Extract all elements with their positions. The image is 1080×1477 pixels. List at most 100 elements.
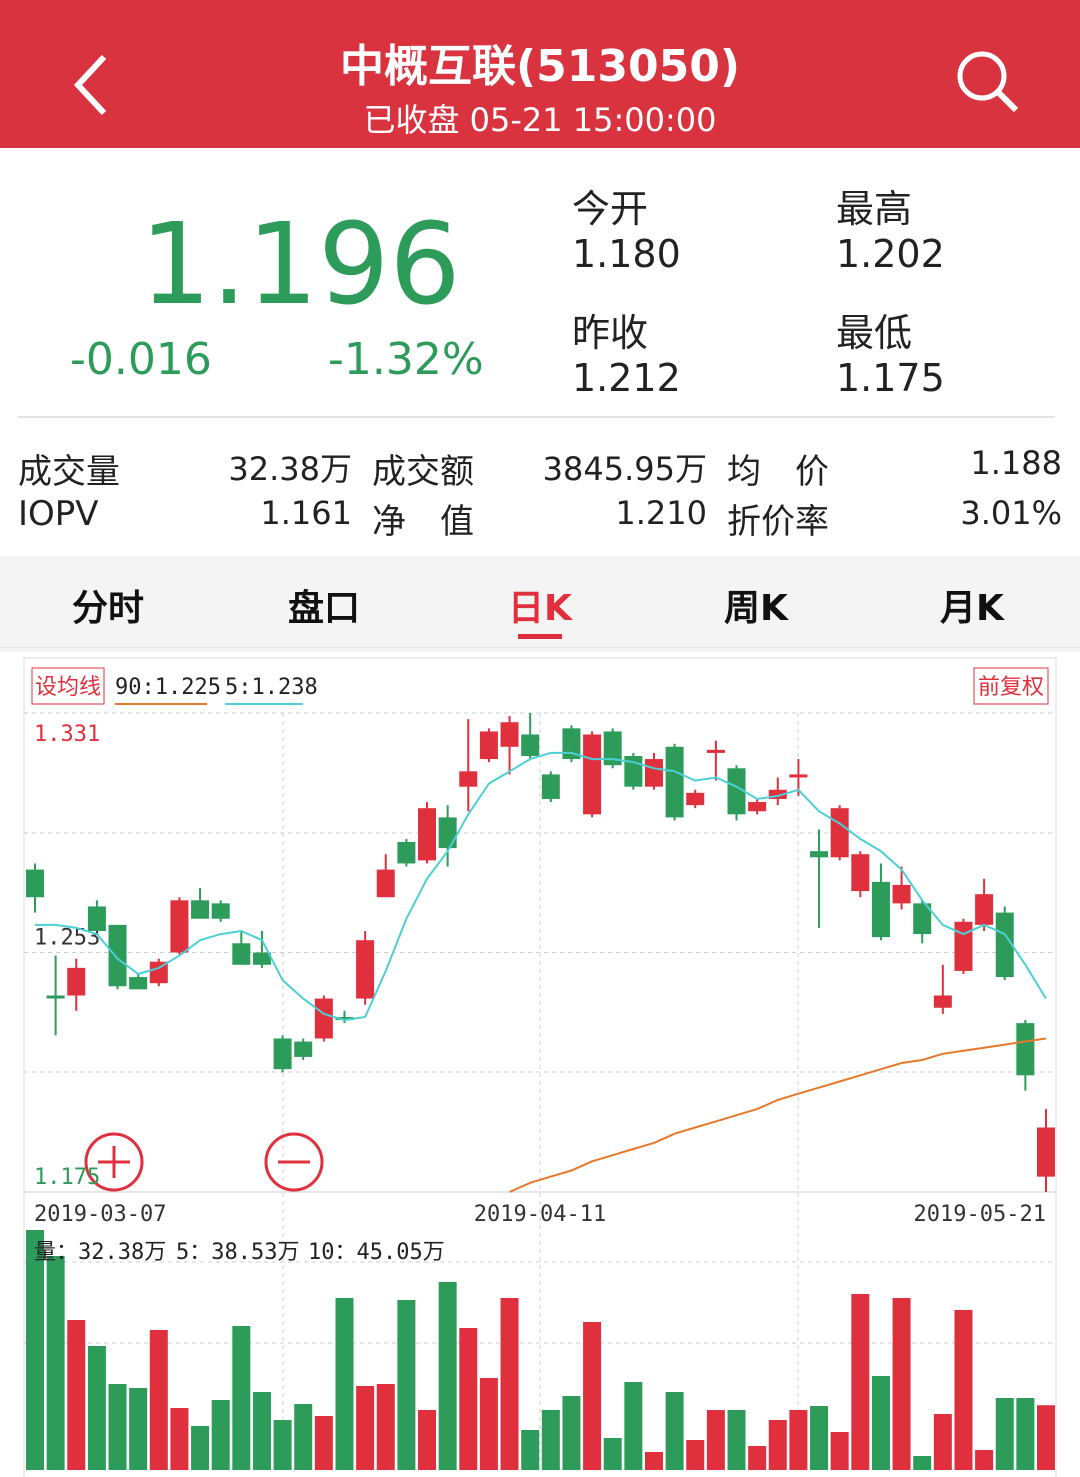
volume-bar xyxy=(87,1346,106,1470)
search-button[interactable] xyxy=(948,42,1028,122)
tab-active[interactable]: 日K xyxy=(508,588,572,629)
info-label: 净 值 xyxy=(372,502,474,542)
divider xyxy=(18,416,1055,418)
volume-bar xyxy=(975,1450,994,1470)
stat-value: 1.202 xyxy=(836,232,945,276)
candle-body xyxy=(644,759,663,787)
candle-body xyxy=(871,881,890,938)
volume-bar xyxy=(459,1328,478,1470)
volume-bar xyxy=(768,1420,787,1470)
tab[interactable]: 盘口 xyxy=(287,588,360,629)
zoom-out[interactable] xyxy=(264,1132,324,1192)
tab[interactable]: 分时 xyxy=(71,588,144,629)
candle-body xyxy=(789,774,808,778)
y-tick-label: 1.331 xyxy=(34,722,100,747)
volume-bar xyxy=(954,1310,973,1470)
zoom-out-circle xyxy=(264,1132,324,1192)
change: -0.016 xyxy=(70,334,212,385)
volume-bar xyxy=(500,1298,519,1470)
volume-legend: 10：45.05万 xyxy=(308,1240,445,1265)
stat-label: 今开 xyxy=(572,187,649,231)
candle-body xyxy=(583,734,602,815)
candle-body xyxy=(232,943,251,965)
zoom-in-icon xyxy=(98,1146,130,1178)
volume-bar xyxy=(129,1388,148,1470)
volume-bar xyxy=(376,1384,395,1470)
candle-body xyxy=(129,977,148,990)
volume-bar xyxy=(170,1408,189,1470)
candle-body xyxy=(149,961,168,984)
ma-button[interactable]: 设均线 xyxy=(35,675,101,700)
adjust-button-frame xyxy=(973,667,1049,705)
stat-label: 最低 xyxy=(836,311,913,355)
stat-value: 1.175 xyxy=(836,356,945,400)
volume-bar xyxy=(521,1430,540,1470)
stat-value: 1.180 xyxy=(572,232,681,276)
title: 中概互联(513050) xyxy=(340,41,740,92)
candle-body xyxy=(810,851,829,858)
stat-label: 昨收 xyxy=(572,311,649,355)
candle-body xyxy=(541,774,560,799)
candle-body xyxy=(108,924,127,987)
candle-body xyxy=(335,1016,354,1021)
info-label: IOPV xyxy=(18,494,99,534)
info-value: 32.38万 xyxy=(228,450,352,488)
candle-body xyxy=(1016,1023,1035,1076)
candle-body xyxy=(665,746,684,818)
price: 1.196 xyxy=(140,200,461,330)
ma-line xyxy=(509,1037,1047,1193)
volume-bar xyxy=(1037,1405,1055,1470)
volume-bar xyxy=(479,1378,498,1470)
volume-bar xyxy=(314,1416,333,1470)
volume-bar xyxy=(665,1392,684,1470)
candle-body xyxy=(603,731,622,766)
volume-bar xyxy=(418,1410,437,1470)
candle-body xyxy=(1037,1127,1055,1177)
candle-body xyxy=(67,967,86,996)
candle-body xyxy=(913,903,932,935)
adjust-button[interactable]: 前复权 xyxy=(978,675,1044,700)
volume-bar xyxy=(67,1320,86,1470)
volume-bar xyxy=(830,1432,849,1470)
change-pct: -1.32% xyxy=(328,334,484,385)
candle-body xyxy=(706,749,725,753)
x-tick-label: 2019-03-07 xyxy=(34,1202,166,1227)
legend-label: 90:1.225 xyxy=(115,675,221,700)
volume-bar xyxy=(686,1440,705,1470)
info-value: 3845.95万 xyxy=(542,450,707,488)
info-label: 成交量 xyxy=(18,452,120,492)
volume-bar xyxy=(789,1410,808,1470)
candle-body xyxy=(26,869,44,898)
candle-body xyxy=(438,817,457,849)
legend-label: 5:1.238 xyxy=(225,675,318,700)
candle-body xyxy=(418,808,437,861)
candle-body xyxy=(314,998,333,1039)
back-button[interactable] xyxy=(62,45,122,125)
tab[interactable]: 周K xyxy=(724,588,788,629)
volume-bar xyxy=(727,1410,746,1470)
volume-bar xyxy=(397,1300,416,1470)
volume-bar xyxy=(273,1420,292,1470)
candle-body xyxy=(727,768,746,815)
zoom-in[interactable] xyxy=(84,1132,144,1192)
volume-bar xyxy=(46,1256,65,1470)
candle-body xyxy=(562,728,581,760)
info-label: 折价率 xyxy=(727,502,829,542)
y-tick-label: 1.175 xyxy=(34,1165,100,1190)
volume-bar xyxy=(603,1438,622,1470)
candle-body xyxy=(686,792,705,806)
candle-body xyxy=(356,940,375,999)
volume-bar xyxy=(1016,1398,1035,1470)
candle-body xyxy=(748,802,767,812)
candle-body xyxy=(521,734,540,756)
stat-value: 1.212 xyxy=(572,356,681,400)
info-value: 1.161 xyxy=(260,494,352,532)
candle-body xyxy=(892,884,911,904)
volume-bar xyxy=(211,1400,230,1470)
candle-body xyxy=(170,900,189,953)
info-label: 成交额 xyxy=(372,452,474,492)
tab[interactable]: 月K xyxy=(940,588,1004,629)
candle-body xyxy=(975,894,994,925)
